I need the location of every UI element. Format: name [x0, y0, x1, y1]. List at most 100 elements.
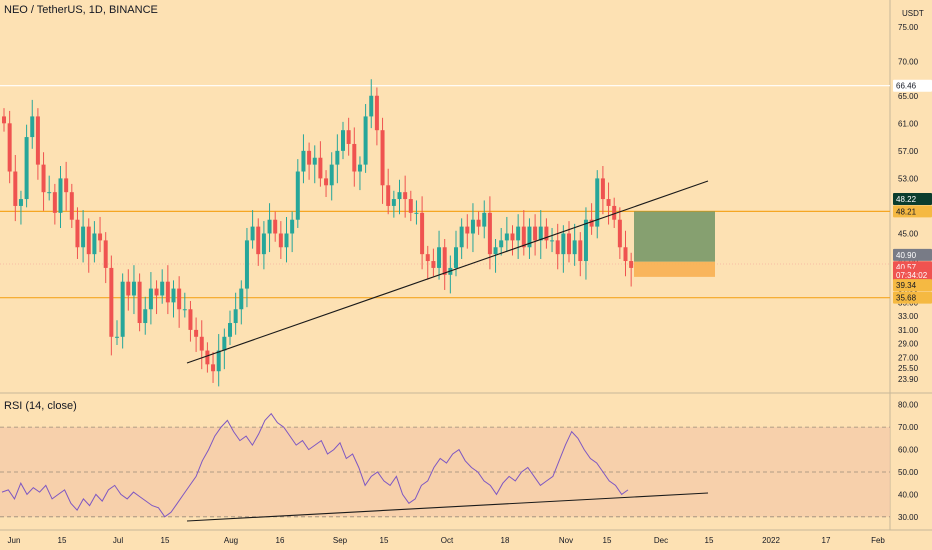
price-tag-label: 39.34	[896, 281, 917, 290]
candle-body	[35, 116, 40, 165]
price-tag	[893, 205, 932, 218]
candle-body	[470, 219, 475, 234]
candle-body	[58, 178, 63, 213]
candle-body	[182, 309, 187, 311]
candle-body	[273, 219, 278, 234]
price-tick: 75.00	[898, 23, 919, 32]
candle-body	[92, 233, 97, 255]
price-tick: 70.00	[898, 57, 919, 66]
candle-body	[454, 247, 458, 268]
price-tick: 61.00	[898, 119, 919, 128]
candle-body	[572, 240, 577, 255]
candle-body	[103, 240, 108, 268]
candle-body	[75, 219, 80, 248]
candle-body	[30, 116, 35, 138]
rsi-tick: 50.00	[898, 468, 919, 477]
candle-body	[425, 254, 430, 262]
candle-body	[228, 323, 232, 337]
price-tick: 27.00	[898, 353, 919, 362]
candle-body	[7, 123, 12, 172]
candle-body	[391, 199, 396, 206]
candle-body	[629, 261, 634, 268]
candle-body	[233, 309, 238, 324]
candle-body	[284, 233, 289, 248]
stop-zone	[634, 261, 715, 277]
candle-body	[199, 336, 204, 351]
candle-body	[211, 364, 216, 372]
price-tag-label: 40.57	[896, 263, 917, 272]
candle-body	[521, 226, 526, 248]
candle-body	[335, 150, 340, 165]
time-tick: Jul	[113, 536, 123, 545]
candle-body	[2, 116, 6, 124]
candle-body	[137, 281, 142, 324]
rsi-tick: 60.00	[898, 446, 919, 455]
candle-body	[318, 157, 323, 179]
candle-body	[177, 288, 182, 310]
candle-body	[352, 143, 357, 172]
candle-body	[256, 226, 261, 255]
candle-body	[510, 233, 515, 241]
candle-body	[504, 233, 509, 241]
time-tick: 16	[276, 536, 285, 545]
candle-body	[307, 150, 312, 165]
candle-body	[606, 199, 611, 206]
candle-body	[278, 233, 283, 248]
price-tick: 57.00	[898, 147, 919, 156]
candle-body	[544, 226, 549, 241]
candle-body	[612, 205, 617, 220]
candle-body	[109, 267, 114, 337]
candle-body	[18, 199, 23, 206]
candle-body	[442, 247, 447, 275]
price-tag	[893, 279, 932, 292]
candle-body	[120, 281, 125, 337]
time-tick: 18	[501, 536, 510, 545]
candle-body	[623, 247, 628, 262]
candle-body	[533, 226, 538, 241]
candle-body	[295, 171, 300, 220]
candle-body	[459, 226, 464, 248]
candle-body	[341, 130, 345, 151]
candle-body	[239, 288, 244, 310]
price-tag-label: 40.90	[896, 251, 917, 260]
price-tag	[893, 193, 932, 206]
candle-body	[216, 350, 221, 372]
candle-body	[290, 219, 295, 234]
candle-body	[561, 233, 566, 255]
price-tag-label: 48.22	[896, 195, 917, 204]
time-tick: 15	[161, 536, 170, 545]
candle-body	[244, 240, 249, 289]
time-tick: 15	[58, 536, 67, 545]
price-tag	[893, 291, 932, 304]
candle-body	[165, 281, 170, 303]
candle-body	[550, 240, 555, 242]
time-tick: 15	[603, 536, 612, 545]
candle-body	[583, 219, 588, 262]
price-tick: 31.00	[898, 326, 919, 335]
chart-title: NEO / TetherUS, 1D, BINANCE	[4, 4, 158, 16]
candle-body	[476, 219, 481, 227]
candle-body	[267, 219, 272, 234]
price-tag-label: 35.68	[896, 294, 917, 303]
price-tag-label: 48.21	[896, 207, 917, 216]
time-tick: 15	[705, 536, 714, 545]
price-tick: 33.00	[898, 312, 919, 321]
candle-body	[408, 199, 413, 213]
candle-body	[143, 309, 148, 324]
time-tick: Sep	[333, 536, 348, 545]
price-tag	[893, 248, 932, 261]
candle-body	[194, 329, 199, 337]
time-tick: 17	[822, 536, 831, 545]
candle-body	[115, 336, 119, 338]
price-tag	[893, 268, 932, 281]
candle-body	[98, 233, 103, 241]
candle-body	[188, 309, 193, 330]
candle-body	[617, 219, 622, 248]
candle-body	[301, 150, 306, 172]
candle-body	[437, 247, 442, 268]
time-tick: Jun	[8, 536, 21, 545]
price-axis-unit: USDT	[902, 9, 924, 18]
candle-body	[493, 247, 498, 255]
candle-body	[555, 240, 560, 255]
